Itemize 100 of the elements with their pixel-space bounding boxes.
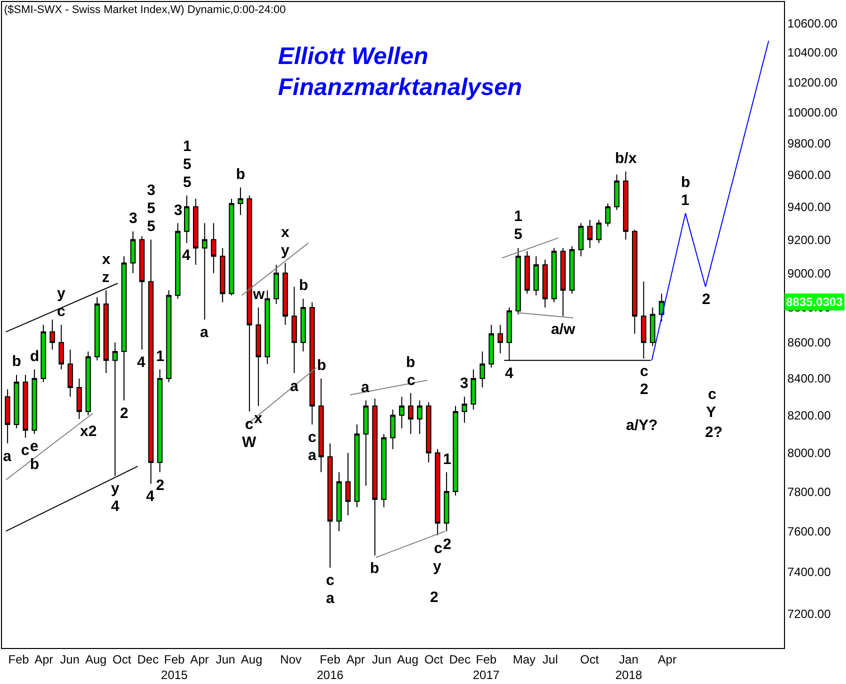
y-tick-label: 8200.00 <box>787 408 832 422</box>
annotation: 3 <box>147 182 156 199</box>
candlestick <box>408 392 414 434</box>
candlestick <box>175 222 180 300</box>
annotation: b <box>317 357 326 374</box>
x-tick-label: Aug <box>85 652 107 666</box>
candlestick <box>220 247 226 303</box>
annotation: 4 <box>146 488 155 505</box>
x-tick-label: Apr <box>34 652 54 666</box>
y-tick-label: 10400.00 <box>787 46 838 60</box>
candlestick <box>480 350 486 388</box>
annotation: 5 <box>147 218 156 235</box>
annotation: 3 <box>174 202 182 219</box>
annotation: 5 <box>183 156 192 173</box>
x-tick-label: Apr <box>190 652 209 666</box>
annotation: 4 <box>505 365 514 382</box>
x-tick-label: Apr <box>658 652 676 666</box>
x-tick-label: Jun <box>60 652 80 666</box>
line-series <box>651 40 770 361</box>
y-tick-label: 9800.00 <box>787 136 832 150</box>
candlestick <box>130 230 136 274</box>
annotation: w <box>252 286 265 303</box>
x-tick-label: Dec <box>137 652 159 666</box>
x-tick-label: Dec <box>449 652 470 666</box>
annotation: Y <box>706 404 716 421</box>
annotation: y <box>111 480 120 497</box>
candlestick <box>605 203 610 227</box>
candlestick <box>327 442 333 568</box>
candlestick <box>14 374 20 429</box>
candlestick <box>22 374 28 438</box>
candlestick <box>148 239 154 484</box>
candlestick <box>50 319 56 350</box>
candlestick <box>32 368 38 434</box>
candlestick <box>166 290 172 383</box>
candlestick <box>542 259 548 308</box>
annotation: x <box>281 224 290 241</box>
y-tick-label: 10600.00 <box>787 16 838 31</box>
candlestick <box>4 388 10 444</box>
y-tick-label: 9600.00 <box>787 168 832 182</box>
annotation: c <box>708 386 716 403</box>
annotation: y <box>433 558 442 575</box>
y-tick-label: 7600.00 <box>787 524 832 538</box>
annotation: b <box>299 277 308 294</box>
annotation: x <box>102 251 111 268</box>
candlestick <box>462 396 468 424</box>
annotation: 1 <box>514 208 522 225</box>
y-tick-label: 7800.00 <box>787 484 832 499</box>
annotation: b <box>30 456 40 473</box>
candlestick <box>516 247 521 315</box>
x-tick-label: Aug <box>240 652 262 666</box>
annotation: 1 <box>183 138 192 155</box>
candlestick <box>632 229 638 334</box>
annotation: 3 <box>460 375 468 392</box>
annotation: c <box>308 429 316 446</box>
annotation: b/x <box>615 150 638 167</box>
candlestick <box>452 405 458 496</box>
annotation: a/Y? <box>626 417 658 434</box>
annotation: y <box>281 242 290 259</box>
candlestick <box>524 250 530 294</box>
annotation: a <box>361 379 370 396</box>
x-tick-label: Oct <box>424 652 444 666</box>
candlestick <box>551 247 557 303</box>
x-tick-label: Feb 2016 <box>316 652 344 682</box>
annotation: a <box>326 590 335 607</box>
candlestick <box>58 324 64 370</box>
candlestick <box>274 264 280 304</box>
annotation: 4 <box>137 354 146 371</box>
candlestick <box>560 247 566 317</box>
annotation: b <box>406 354 416 371</box>
candlestick <box>658 293 664 322</box>
annotation: c <box>21 442 30 459</box>
candlestick <box>434 448 440 536</box>
y-tick-label: 8400.00 <box>787 372 832 386</box>
annotation: 1 <box>156 348 164 365</box>
candlestick <box>282 262 288 326</box>
candlestick <box>202 222 208 320</box>
annotation: b <box>370 560 380 577</box>
annotation: d <box>30 348 40 365</box>
annotation: a <box>308 447 317 464</box>
annotation: 5 <box>147 200 156 217</box>
candlestick <box>309 302 315 426</box>
candlestick <box>76 378 82 420</box>
y-tick-label: 9200.00 <box>787 232 832 247</box>
y-tick-label: 9400.00 <box>787 200 832 214</box>
annotation: 2 <box>702 291 710 308</box>
annotation: y <box>57 285 66 302</box>
chart-title: ($SMI-SWX - Swiss Market Index,W) Dynamic,0:00-24:00 <box>4 4 286 16</box>
annotation: W <box>242 434 257 451</box>
candlestick <box>184 194 190 244</box>
annotation: 3 <box>129 210 138 227</box>
candlestick <box>426 402 432 463</box>
y-tick-label: 9000.00 <box>787 266 832 280</box>
candlestick <box>533 256 539 296</box>
candlestick <box>40 324 46 383</box>
candlestick <box>228 198 234 296</box>
candlestick <box>238 186 244 216</box>
candlestick <box>488 324 494 368</box>
annotation: b <box>236 166 246 183</box>
annotation: 4 <box>182 247 191 264</box>
candlestick <box>354 424 360 508</box>
